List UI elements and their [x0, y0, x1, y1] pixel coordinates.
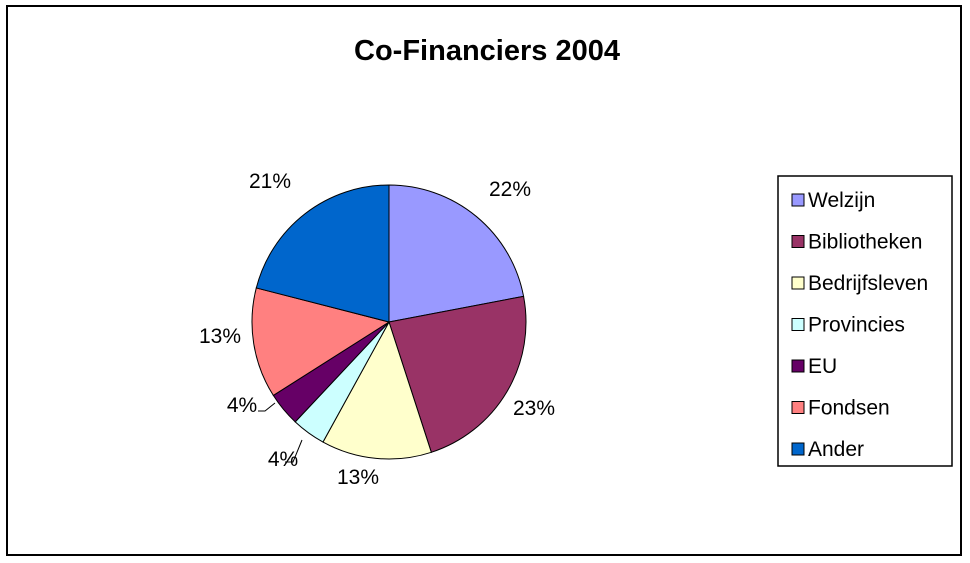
legend-box: [777, 175, 953, 467]
legend-swatch-provincies: [791, 318, 805, 331]
legend: Welzijn Bibliotheken Bedrijfsleven Provinci…: [777, 175, 953, 467]
leader-line-eu: [258, 402, 276, 412]
data-label-ander: 21%: [249, 170, 291, 193]
legend-label-bibliotheken: Bibliotheken: [808, 231, 922, 254]
leader-line-provincies: [285, 439, 303, 463]
data-label-welzijn: 22%: [489, 178, 531, 201]
legend-swatch-bibliotheken: [791, 235, 805, 248]
legend-swatch-eu: [791, 359, 805, 373]
data-label-eu: 4%: [227, 394, 257, 417]
legend-swatch-bedrijfsleven: [791, 276, 805, 290]
legend-label-eu: EU: [808, 355, 837, 378]
legend-swatch-ander: [791, 442, 805, 456]
legend-label-provincies: Provincies: [808, 314, 905, 337]
data-label-bedrijfsleven: 13%: [337, 466, 379, 489]
pie-slice-fondsen: [251, 287, 391, 397]
legend-label-ander: Ander: [808, 438, 864, 461]
pie-leader-lines: [258, 402, 303, 463]
pie-slices: [251, 184, 527, 460]
legend-label-welzijn: Welzijn: [808, 189, 875, 212]
pie-slice-bibliotheken: [388, 295, 527, 453]
pie-data-labels: 22% 23% 13% 4% 4% 13% 21%: [199, 170, 555, 489]
legend-swatch-welzijn: [791, 193, 805, 207]
data-label-fondsen: 13%: [199, 325, 241, 348]
legend-label-fondsen: Fondsen: [808, 397, 890, 420]
data-label-provincies: 4%: [268, 448, 298, 471]
legend-label-bedrijfsleven: Bedrijfsleven: [808, 272, 928, 295]
pie-slice-ander: [255, 184, 390, 323]
pie-slice-bedrijfsleven: [322, 320, 432, 460]
data-label-bibliotheken: 23%: [513, 397, 555, 420]
pie-slice-welzijn: [388, 184, 525, 323]
legend-swatch-fondsen: [791, 401, 805, 414]
chart-title: Co-Financiers 2004: [354, 35, 620, 67]
